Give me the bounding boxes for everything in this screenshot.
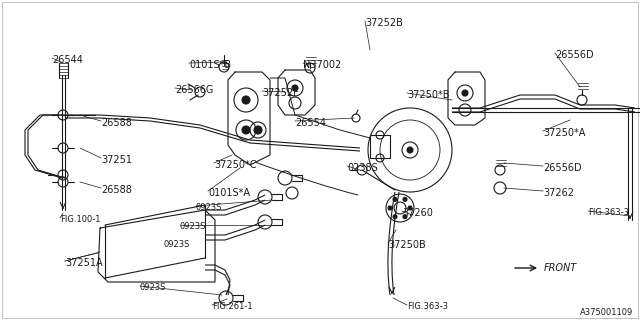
Circle shape [407, 147, 413, 153]
Text: 37252F: 37252F [262, 88, 299, 98]
Text: 0923S: 0923S [180, 222, 206, 231]
Text: 0923S: 0923S [196, 203, 222, 212]
Circle shape [462, 90, 468, 96]
Text: 37262: 37262 [543, 188, 574, 198]
Text: FIG.261-1: FIG.261-1 [212, 302, 253, 311]
Text: 26556D: 26556D [555, 50, 594, 60]
Circle shape [393, 197, 397, 201]
Circle shape [292, 85, 298, 91]
Text: FIG.363-3: FIG.363-3 [407, 302, 448, 311]
Text: 37250*C: 37250*C [214, 160, 257, 170]
Circle shape [254, 126, 262, 134]
Circle shape [242, 126, 250, 134]
Text: 37250B: 37250B [388, 240, 426, 250]
Circle shape [388, 206, 392, 210]
Text: 0101S*B: 0101S*B [189, 60, 231, 70]
Circle shape [403, 197, 407, 201]
Text: 26588: 26588 [101, 185, 132, 195]
Text: 26544: 26544 [52, 55, 83, 65]
Text: 0923S: 0923S [163, 240, 189, 249]
Text: FIG.363-3: FIG.363-3 [588, 208, 629, 217]
Text: 37260: 37260 [402, 208, 433, 218]
Circle shape [403, 215, 407, 219]
Text: N37002: N37002 [303, 60, 341, 70]
Text: 0238S: 0238S [347, 163, 378, 173]
Text: 37251: 37251 [101, 155, 132, 165]
Text: 0923S: 0923S [140, 283, 166, 292]
Text: 0101S*A: 0101S*A [208, 188, 250, 198]
Circle shape [242, 96, 250, 104]
Circle shape [408, 206, 412, 210]
Text: 26588: 26588 [101, 118, 132, 128]
Text: 37252B: 37252B [365, 18, 403, 28]
Text: A375001109: A375001109 [580, 308, 633, 317]
Text: 26566G: 26566G [175, 85, 213, 95]
Text: 26556D: 26556D [543, 163, 582, 173]
Text: 26554: 26554 [295, 118, 326, 128]
Text: 37251A: 37251A [65, 258, 102, 268]
Text: FIG.100-1: FIG.100-1 [60, 215, 100, 224]
Circle shape [393, 215, 397, 219]
Text: 37250*B: 37250*B [407, 90, 449, 100]
Text: FRONT: FRONT [544, 263, 577, 273]
Text: 37250*A: 37250*A [543, 128, 586, 138]
